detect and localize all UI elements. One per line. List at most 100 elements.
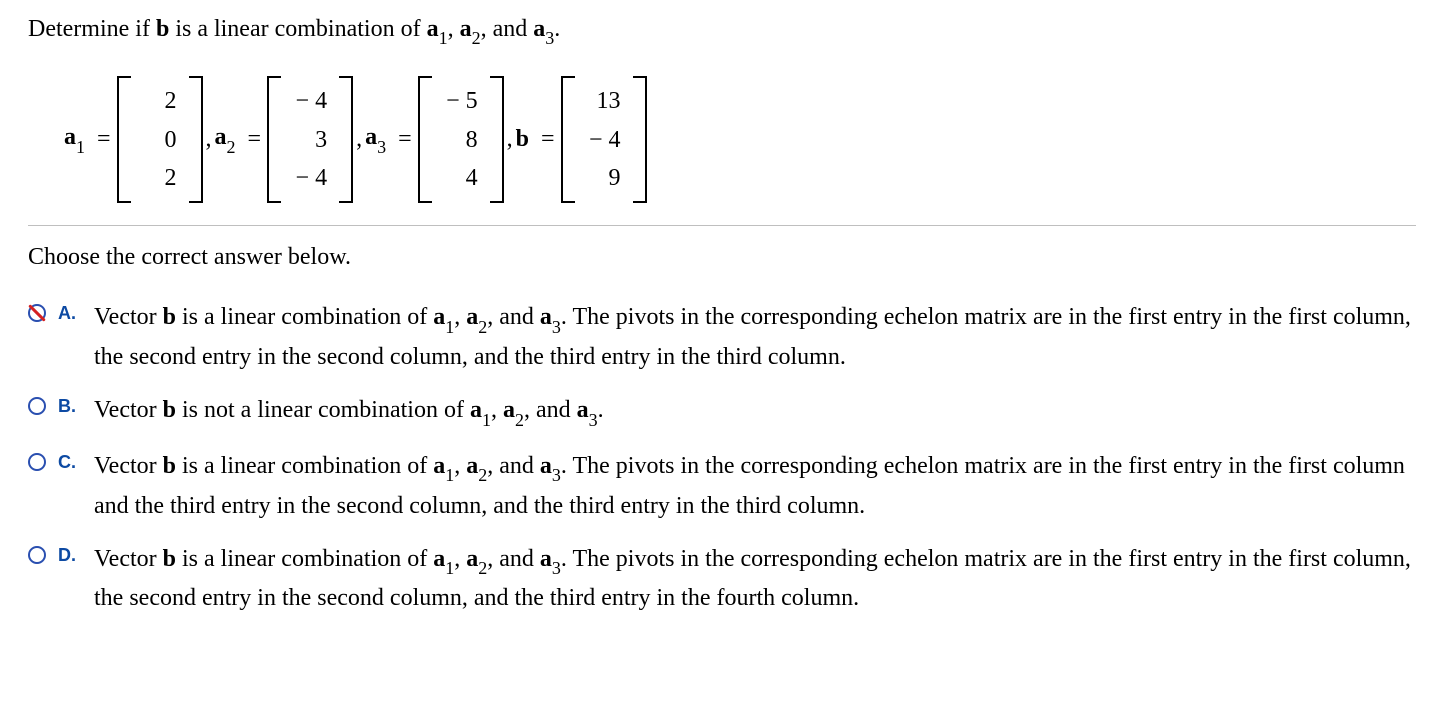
bracket-right <box>189 76 203 203</box>
bracket-right <box>339 76 353 203</box>
radio-c[interactable] <box>28 453 46 471</box>
text: is a linear combination of <box>176 546 433 572</box>
options-list: A. Vector b is a linear combination of a… <box>28 299 1416 617</box>
entry: 3 <box>293 121 327 159</box>
equals: = <box>248 126 262 153</box>
text: Determine if <box>28 16 156 42</box>
subscript: 3 <box>377 137 386 157</box>
subscript: 3 <box>589 410 598 430</box>
question-page: Determine if b is a linear combination o… <box>0 0 1444 638</box>
option-letter: D. <box>58 545 82 566</box>
text: , <box>454 304 466 330</box>
text: b <box>516 126 529 152</box>
entry: − 4 <box>293 82 327 120</box>
separator: , <box>356 126 362 153</box>
vector-a3: a <box>540 546 552 572</box>
text: , <box>491 397 503 423</box>
bracket-left <box>267 76 281 203</box>
column: − 4 3 − 4 <box>281 76 339 203</box>
option-text: Vector b is a linear combination of a1, … <box>94 541 1414 618</box>
text: a <box>365 124 377 150</box>
entry: 4 <box>444 159 478 197</box>
label-b: b <box>516 126 529 153</box>
subscript: 2 <box>478 558 487 578</box>
radio-b[interactable] <box>28 397 46 415</box>
subscript: 2 <box>478 465 487 485</box>
bracket-left <box>561 76 575 203</box>
choose-prompt: Choose the correct answer below. <box>28 244 1416 271</box>
bracket-left <box>418 76 432 203</box>
option-text: Vector b is not a linear combination of … <box>94 392 604 432</box>
option-letter: A. <box>58 303 82 324</box>
option-text: Vector b is a linear combination of a1, … <box>94 448 1414 525</box>
text: , and <box>524 397 577 423</box>
text: , and <box>487 453 540 479</box>
equals: = <box>97 126 111 153</box>
subscript: 1 <box>76 137 85 157</box>
text: a <box>64 124 76 150</box>
matrix-a3: − 5 8 4 <box>418 76 504 203</box>
option-letter: C. <box>58 452 82 473</box>
vector-a2: a <box>503 397 515 423</box>
option-c[interactable]: C. Vector b is a linear combination of a… <box>28 448 1416 525</box>
text: Vector <box>94 546 163 572</box>
option-d[interactable]: D. Vector b is a linear combination of a… <box>28 541 1416 618</box>
entry: 2 <box>143 159 177 197</box>
entry: 13 <box>587 82 621 120</box>
question-statement: Determine if b is a linear combination o… <box>28 14 1416 48</box>
vectors-row: a1 = 2 0 2 , a2 = − 4 3 − 4 , a3 = <box>64 76 1416 203</box>
text: is not a linear combination of <box>176 397 470 423</box>
text: , <box>448 16 460 42</box>
radio-a[interactable] <box>28 304 46 322</box>
subscript: 3 <box>545 28 554 48</box>
subscript: 1 <box>439 28 448 48</box>
entry: − 4 <box>587 121 621 159</box>
text: . <box>598 397 604 423</box>
subscript: 2 <box>515 410 524 430</box>
vector-a2: a <box>466 546 478 572</box>
text: . <box>554 16 560 42</box>
vector-b: b <box>163 397 176 423</box>
entry: − 4 <box>293 159 327 197</box>
matrix-a1: 2 0 2 <box>117 76 203 203</box>
subscript: 2 <box>227 137 236 157</box>
text: is a linear combination of <box>176 453 433 479</box>
text: , and <box>487 546 540 572</box>
subscript: 1 <box>482 410 491 430</box>
vector-a2: a <box>460 16 472 42</box>
bracket-left <box>117 76 131 203</box>
radio-d[interactable] <box>28 546 46 564</box>
option-text: Vector b is a linear combination of a1, … <box>94 299 1414 376</box>
column: 13 − 4 9 <box>575 76 633 203</box>
subscript: 2 <box>478 317 487 337</box>
vector-a1: a <box>470 397 482 423</box>
vector-a2: a <box>466 304 478 330</box>
text: Vector <box>94 397 163 423</box>
entry: − 5 <box>444 82 478 120</box>
vector-a3: a <box>533 16 545 42</box>
divider <box>28 225 1416 226</box>
option-b[interactable]: B. Vector b is not a linear combination … <box>28 392 1416 432</box>
vector-a3: a <box>540 453 552 479</box>
text: , <box>454 546 466 572</box>
subscript: 3 <box>552 558 561 578</box>
equals: = <box>541 126 555 153</box>
vector-a3: a <box>577 397 589 423</box>
label-a1: a1 <box>64 124 85 155</box>
vector-a1: a <box>427 16 439 42</box>
column: − 5 8 4 <box>432 76 490 203</box>
text: , and <box>487 304 540 330</box>
vector-b: b <box>163 304 176 330</box>
subscript: 3 <box>552 317 561 337</box>
label-a2: a2 <box>215 124 236 155</box>
subscript: 1 <box>445 317 454 337</box>
vector-a1: a <box>433 546 445 572</box>
text: is a linear combination of <box>176 304 433 330</box>
matrix-a2: − 4 3 − 4 <box>267 76 353 203</box>
vector-a1: a <box>433 304 445 330</box>
equals: = <box>398 126 412 153</box>
matrix-b: 13 − 4 9 <box>561 76 647 203</box>
vector-b: b <box>163 453 176 479</box>
option-a[interactable]: A. Vector b is a linear combination of a… <box>28 299 1416 376</box>
entry: 2 <box>143 82 177 120</box>
